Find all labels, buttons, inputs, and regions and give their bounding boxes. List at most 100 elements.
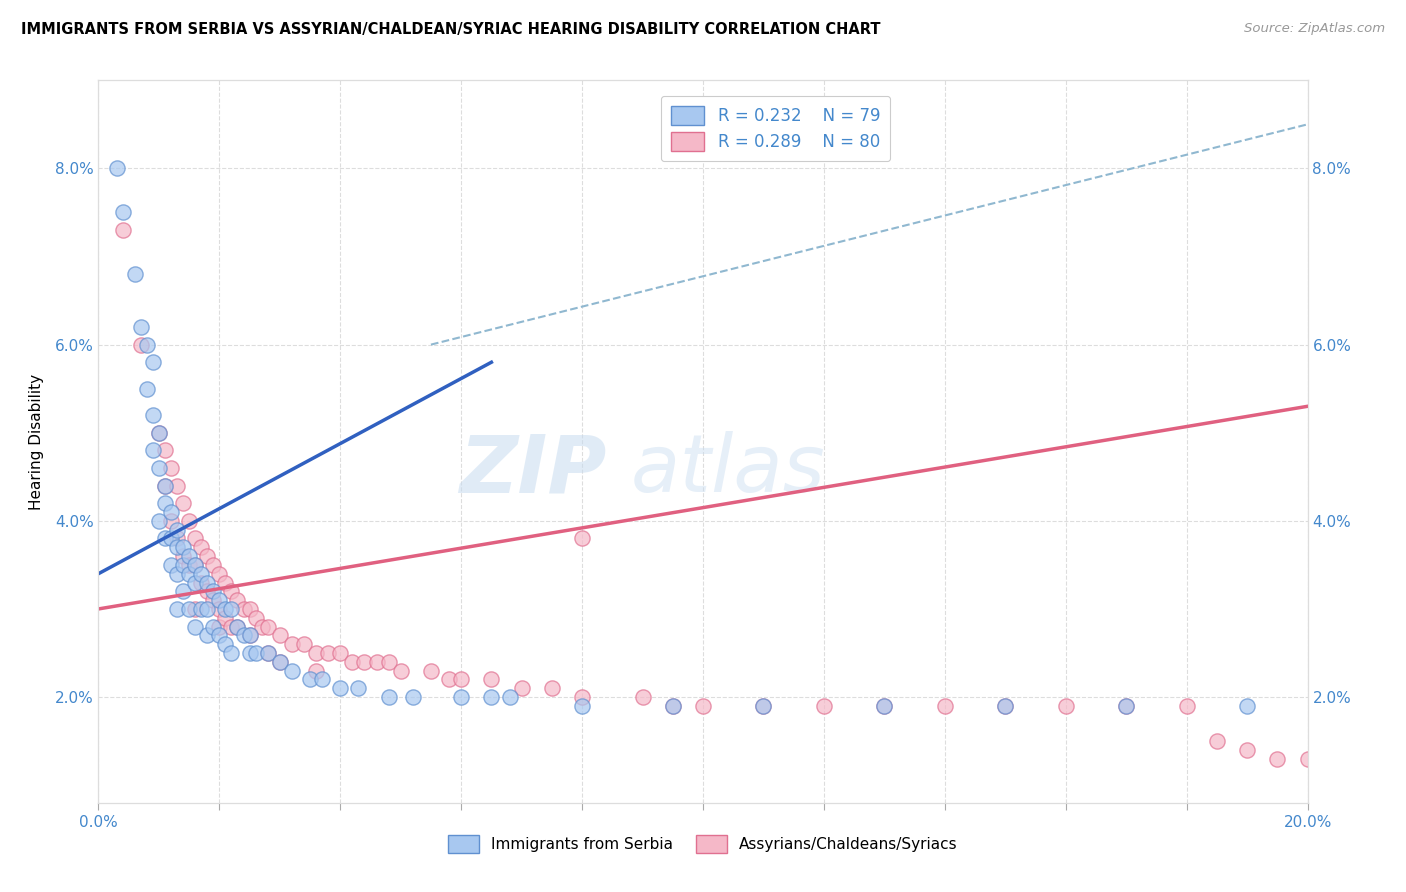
Point — [389, 664, 412, 678]
Point — [166, 532, 188, 546]
Point — [208, 602, 231, 616]
Point — [160, 558, 183, 572]
Point — [377, 690, 399, 704]
Point — [208, 593, 231, 607]
Point — [221, 619, 243, 633]
Point — [153, 496, 176, 510]
Point — [232, 628, 254, 642]
Point — [208, 628, 231, 642]
Point — [239, 646, 262, 660]
Point — [226, 619, 249, 633]
Point — [232, 602, 254, 616]
Point — [571, 690, 593, 704]
Point — [184, 558, 207, 572]
Point — [256, 646, 278, 660]
Point — [172, 584, 194, 599]
Point — [195, 602, 218, 616]
Point — [129, 320, 152, 334]
Point — [166, 602, 188, 616]
Point — [135, 337, 157, 351]
Point — [166, 523, 188, 537]
Point — [214, 575, 236, 590]
Point — [245, 646, 267, 660]
Point — [347, 681, 370, 696]
Point — [195, 549, 218, 563]
Point — [142, 443, 165, 458]
Point — [172, 558, 194, 572]
Y-axis label: Hearing Disability: Hearing Disability — [28, 374, 44, 509]
Point — [311, 673, 333, 687]
Point — [208, 619, 231, 633]
Point — [661, 698, 683, 713]
Point — [179, 514, 201, 528]
Point — [166, 478, 188, 492]
Point — [450, 673, 472, 687]
Point — [420, 664, 443, 678]
Point — [269, 655, 291, 669]
Point — [184, 558, 207, 572]
Point — [195, 584, 218, 599]
Point — [184, 619, 207, 633]
Point — [148, 461, 170, 475]
Point — [239, 628, 262, 642]
Point — [1054, 698, 1077, 713]
Point — [481, 673, 503, 687]
Point — [1115, 698, 1137, 713]
Text: ZIP: ZIP — [458, 432, 606, 509]
Point — [250, 619, 273, 633]
Point — [226, 593, 249, 607]
Point — [160, 532, 183, 546]
Point — [195, 628, 218, 642]
Point — [450, 690, 472, 704]
Point — [571, 532, 593, 546]
Point — [692, 698, 714, 713]
Point — [316, 646, 339, 660]
Point — [153, 478, 176, 492]
Point — [402, 690, 425, 704]
Point — [510, 681, 533, 696]
Point — [305, 664, 328, 678]
Point — [148, 425, 170, 440]
Point — [202, 593, 225, 607]
Legend: Immigrants from Serbia, Assyrians/Chaldeans/Syriacs: Immigrants from Serbia, Assyrians/Chalde… — [441, 827, 965, 860]
Point — [226, 619, 249, 633]
Point — [160, 461, 183, 475]
Point — [269, 628, 291, 642]
Point — [202, 584, 225, 599]
Point — [299, 673, 322, 687]
Point — [498, 690, 520, 704]
Point — [105, 161, 128, 176]
Point — [179, 558, 201, 572]
Point — [214, 602, 236, 616]
Point — [202, 619, 225, 633]
Point — [934, 698, 956, 713]
Point — [329, 681, 352, 696]
Point — [256, 619, 278, 633]
Point — [281, 664, 304, 678]
Point — [631, 690, 654, 704]
Point — [172, 541, 194, 555]
Point — [245, 611, 267, 625]
Point — [129, 337, 152, 351]
Point — [153, 532, 176, 546]
Point — [221, 584, 243, 599]
Point — [179, 602, 201, 616]
Point — [1267, 752, 1289, 766]
Point — [190, 575, 212, 590]
Point — [329, 646, 352, 660]
Text: atlas: atlas — [630, 432, 825, 509]
Point — [1206, 734, 1229, 748]
Point — [190, 602, 212, 616]
Point — [269, 655, 291, 669]
Point — [752, 698, 775, 713]
Point — [305, 646, 328, 660]
Point — [540, 681, 562, 696]
Point — [179, 566, 201, 581]
Point — [292, 637, 315, 651]
Point — [353, 655, 375, 669]
Point — [184, 532, 207, 546]
Point — [111, 223, 134, 237]
Point — [153, 478, 176, 492]
Point — [366, 655, 388, 669]
Point — [202, 558, 225, 572]
